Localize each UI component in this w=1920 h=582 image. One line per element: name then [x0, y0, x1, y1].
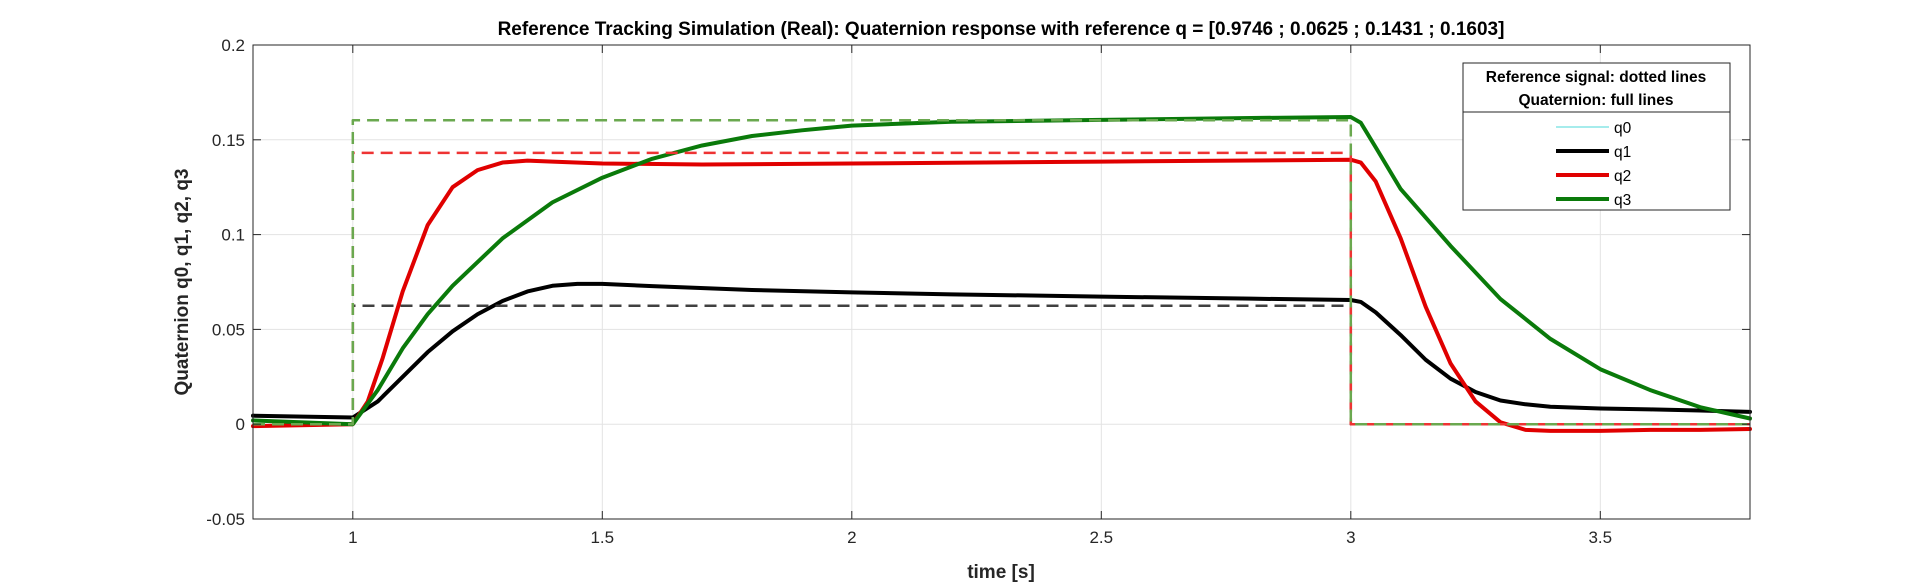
y-tick-label: 0.15 [212, 131, 245, 150]
x-tick-label: 3.5 [1588, 528, 1612, 547]
legend-entries: q0 q1 q2 q3 [1556, 120, 1632, 209]
y-tick-label: 0.05 [212, 320, 245, 339]
plot-frame [252, 44, 1751, 520]
plot-series [251, 115, 1752, 433]
x-tick-label: 2.5 [1089, 528, 1113, 547]
x-axis-label: time [s] [967, 562, 1035, 582]
x-tick-label: 1 [348, 528, 357, 547]
x-tick-label: 2 [847, 528, 856, 547]
axis-ticks: 1 1.5 2 2.5 3 3.5 -0.05 0 0.05 0.1 0.15 0.2 [206, 36, 1750, 547]
y-tick-label: -0.05 [206, 510, 245, 529]
chart-title: Reference Tracking Simulation (Real): Qu… [498, 19, 1505, 40]
y-tick-label: 0.1 [221, 226, 245, 245]
x-tick-label: 3 [1346, 528, 1355, 547]
legend-header-line1: Reference signal: dotted lines [1486, 69, 1707, 86]
series-line-q3-reference [253, 119, 1750, 426]
series-line-q2 [251, 157, 1752, 433]
series-line-q1 [251, 281, 1752, 420]
legend-header-line2: Quaternion: full lines [1518, 92, 1673, 109]
legend: Reference signal: dotted lines Quaternio… [1462, 62, 1731, 211]
legend-label-q2: q2 [1614, 168, 1631, 185]
y-tick-label: 0 [236, 415, 245, 434]
legend-box [1462, 62, 1731, 211]
x-tick-label: 1.5 [590, 528, 614, 547]
y-axis-label: Quaternion q0, q1, q2, q3 [172, 169, 193, 396]
legend-label-q3: q3 [1614, 192, 1631, 209]
legend-label-q0: q0 [1614, 120, 1632, 137]
legend-label-q1: q1 [1614, 144, 1631, 161]
y-tick-label: 0.2 [221, 36, 245, 55]
series-line-q3 [251, 115, 1752, 427]
